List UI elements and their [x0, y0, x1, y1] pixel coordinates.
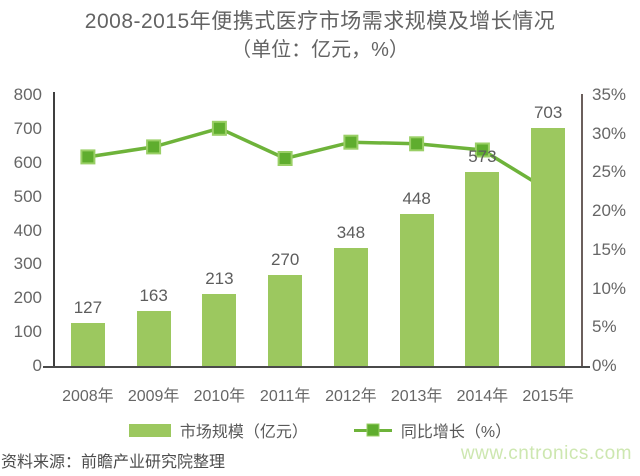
legend-bar-label: 市场规模（亿元）	[179, 424, 308, 441]
y-right-tick-label: 15%	[592, 239, 627, 259]
chart-title: 2008-2015年便携式医疗市场需求规模及增长情况	[84, 10, 556, 33]
growth-point-marker	[211, 120, 227, 136]
x-axis-label: 2011年	[259, 388, 311, 405]
legend-line-label: 同比增长（%）	[400, 424, 512, 441]
plot-area: 0 100 200 300 400 500 600 700 800 0% 5% 10% 15% 20% 25…	[14, 85, 626, 405]
growth-point-marker	[146, 139, 162, 155]
y-left-tick-label: 300	[13, 254, 42, 274]
x-axis-line	[43, 366, 590, 368]
bar-value-label: 213	[205, 268, 234, 288]
bar-2015年	[531, 127, 566, 366]
growth-line	[87, 126, 550, 192]
growth-point-marker	[343, 134, 359, 150]
bar-2008年	[70, 322, 105, 366]
y-left-tick-label: 0	[32, 356, 42, 375]
bar-2011年	[268, 274, 303, 366]
y-left-tick-label: 800	[13, 85, 42, 104]
x-axis-label: 2008年	[62, 388, 114, 405]
y-left-tick-label: 600	[13, 152, 42, 172]
y-right-tick-label: 35%	[592, 85, 627, 104]
bar-2010年	[202, 293, 237, 366]
y-left-tick-label: 700	[13, 118, 42, 138]
bar-value-label: 127	[73, 297, 103, 317]
y-right-tick-label: 30%	[592, 123, 627, 143]
chart-subtitle-units: （单位：亿元，%）	[231, 39, 409, 61]
y-left-tick-label: 400	[13, 220, 42, 240]
bar-value-label: 448	[402, 189, 431, 209]
x-axis-label: 2010年	[193, 388, 246, 405]
bar-2009年	[136, 310, 171, 366]
x-axis-label: 2014年	[456, 388, 509, 405]
y-left-tick-label: 200	[13, 288, 42, 308]
y-right-tick-label: 25%	[592, 162, 627, 182]
y-right-tick-label: 5%	[592, 317, 617, 337]
bar-2013年	[399, 214, 434, 366]
line-swatch-marker-icon	[366, 423, 380, 437]
y-axis-left-line	[53, 92, 55, 366]
bar-series-swatch-icon	[128, 423, 171, 437]
bar-2012年	[333, 248, 368, 366]
growth-point-marker	[409, 136, 425, 152]
bar-value-label: 348	[336, 223, 366, 243]
legend: 市场规模（亿元） 同比增长（%）	[0, 418, 640, 442]
legend-item-growth: 同比增长（%）	[353, 418, 512, 442]
y-right-tick-label: 10%	[592, 278, 627, 298]
site-watermark: www.cntronics.com	[460, 443, 632, 464]
growth-point-marker	[474, 142, 490, 158]
y-left-tick-label: 100	[13, 322, 42, 342]
bar-2014年	[465, 171, 500, 366]
bar-value-label: 163	[139, 285, 168, 305]
x-axis-label: 2009年	[127, 388, 180, 405]
growth-line-series	[80, 120, 556, 198]
bar-value-label: 270	[270, 249, 300, 269]
growth-point-marker	[80, 149, 96, 165]
y-right-tick-label: 0%	[592, 356, 617, 375]
data-source-note: 资料来源：前瞻产业研究院整理	[1, 454, 226, 471]
y-axis-right-line	[581, 94, 583, 366]
x-axis-label: 2012年	[325, 388, 377, 405]
x-axis-label: 2015年	[522, 388, 574, 405]
x-axis-label: 2013年	[390, 388, 443, 405]
y-left-tick-label: 500	[13, 186, 42, 206]
bar-value-label: 573	[468, 146, 497, 166]
y-right-tick-label: 20%	[592, 201, 627, 221]
line-series-swatch-icon	[353, 423, 392, 437]
legend-item-market-scale: 市场规模（亿元）	[128, 418, 308, 442]
bar-value-label: 703	[533, 102, 563, 122]
growth-point-marker	[277, 151, 293, 166]
